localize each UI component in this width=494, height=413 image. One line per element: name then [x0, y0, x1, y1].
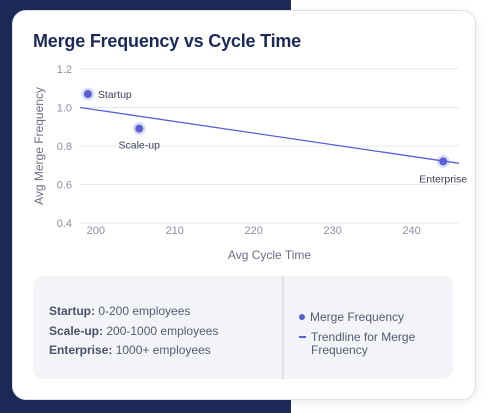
- y-tick-label: 0.4: [57, 218, 72, 230]
- x-tick-label: 220: [245, 225, 263, 237]
- data-point: [83, 90, 92, 99]
- y-tick-label: 0.8: [57, 141, 72, 153]
- note-scale-up: Scale-up: 200-1000 employees: [49, 323, 219, 338]
- info-panel: Startup: 0-200 employees Scale-up: 200-1…: [33, 276, 453, 379]
- x-tick-label: 200: [87, 225, 105, 237]
- chart-legend: Merge Frequency Trendline for Merge Freq…: [299, 311, 449, 357]
- trendline: [79, 106, 460, 164]
- dot-marker-icon: [299, 314, 305, 320]
- panel-divider: [282, 276, 284, 379]
- data-label: Startup: [98, 89, 132, 101]
- legend-item-merge-frequency: Merge Frequency: [299, 311, 449, 324]
- data-point: [439, 157, 448, 166]
- note-enterprise: Enterprise: 1000+ employees: [49, 343, 211, 357]
- x-tick-label: 210: [166, 225, 184, 237]
- x-axis-label: Avg Cycle Time: [228, 248, 311, 262]
- scatter-chart: 0.4 0.6 0.8 1.0 1.2 200 210 220 230 240 Avg Cycle …: [32, 64, 467, 262]
- chart-title: Merge Frequency vs Cycle Time: [33, 31, 301, 51]
- legend-label: Merge Frequency: [310, 310, 405, 324]
- y-tick-label: 0.6: [57, 180, 72, 192]
- y-tick-label: 1.0: [57, 103, 72, 115]
- legend-item-trendline: Trendline for Merge Frequency: [299, 331, 449, 357]
- data-label: Enterprise: [419, 173, 467, 185]
- line-marker-icon: [299, 336, 306, 338]
- note-startup: Startup: 0-200 employees: [49, 304, 191, 318]
- x-tick-label: 240: [402, 225, 420, 237]
- y-axis-label: Avg Merge Frequency: [32, 87, 46, 205]
- legend-label: Trendline for Merge Frequency: [311, 330, 416, 357]
- segment-notes: Startup: 0-200 employees Scale-up: 200-1…: [49, 302, 218, 361]
- y-tick-label: 1.2: [57, 64, 72, 76]
- data-label: Scale-up: [118, 140, 160, 152]
- x-tick-label: 230: [323, 225, 341, 237]
- data-point: [135, 124, 144, 133]
- chart-card: Merge Frequency vs Cycle Time 0.4 0.6 0.8 1…: [12, 10, 476, 400]
